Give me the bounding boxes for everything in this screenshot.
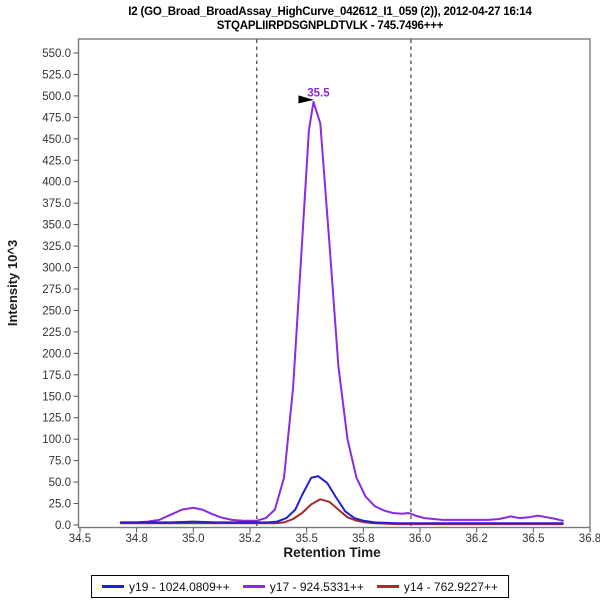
axis-tick-labels: 34.5 34.8 35.0 35.2 35.5 35.8 36.0 36.2 36.5 36.8… xyxy=(42,48,600,545)
y-axis-tick-label: 50.0 xyxy=(49,477,71,489)
x-axis-tick-label: 36.0 xyxy=(409,533,431,545)
peak-retention-time-label[interactable]: 35.5 xyxy=(307,87,330,99)
y-axis-tick-label: 375.0 xyxy=(42,198,71,210)
chart-title-line1: I2 (GO_Broad_BroadAssay_HighCurve_042612… xyxy=(128,6,532,18)
y-axis-tick-label: 100.0 xyxy=(42,434,71,446)
peak-boundary-lines[interactable] xyxy=(256,39,412,528)
legend-line-swatch-y17 xyxy=(242,585,265,588)
y-axis-tick-label: 350.0 xyxy=(42,220,71,232)
y-axis-tick-label: 400.0 xyxy=(42,177,71,189)
y-axis-tick-label: 450.0 xyxy=(42,134,71,146)
legend-line-swatch-y14 xyxy=(376,585,399,588)
chromatogram-curve xyxy=(119,475,564,525)
chart-title: I2 (GO_Broad_BroadAssay_HighCurve_042612… xyxy=(70,5,590,33)
y-axis-tick-label: 550.0 xyxy=(42,48,71,60)
y-axis-tick-label: 175.0 xyxy=(42,370,71,382)
chromatogram-curves xyxy=(119,100,564,526)
y-axis-tick-label: 525.0 xyxy=(42,69,71,81)
x-axis-tick-label: 35.5 xyxy=(295,533,317,545)
y-axis-tick-label: 300.0 xyxy=(42,263,71,275)
y-axis-tick-label: 425.0 xyxy=(42,155,71,167)
y-axis-tick-label: 0.0 xyxy=(55,520,71,532)
legend-line-swatch-y19 xyxy=(102,585,125,588)
x-axis-title: Retention Time xyxy=(283,545,381,560)
legend-label-y17: y17 - 924.5331++ xyxy=(269,579,364,594)
x-axis-tick-label: 36.2 xyxy=(465,533,487,545)
y-axis-tick-label: 325.0 xyxy=(42,241,71,253)
legend: y19 - 1024.0809++ y17 - 924.5331++ y14 -… xyxy=(91,575,509,598)
y-axis-tick-label: 275.0 xyxy=(42,284,71,296)
legend-item-y19: y19 - 1024.0809++ xyxy=(102,580,230,594)
x-axis-tick-label: 36.8 xyxy=(579,533,600,545)
x-axis-tick-label: 36.5 xyxy=(522,533,544,545)
y-axis-tick-label: 225.0 xyxy=(42,327,71,339)
y-axis-title: Intensity 10^3 xyxy=(5,240,20,326)
peak-pointer-icon xyxy=(298,95,314,104)
legend-label-y19: y19 - 1024.0809++ xyxy=(129,579,230,594)
y-axis-tick-label: 25.0 xyxy=(49,499,71,511)
legend-label-y14: y14 - 762.9227++ xyxy=(403,579,498,594)
x-axis-tick-label: 34.5 xyxy=(69,533,91,545)
x-axis-tick-label: 34.8 xyxy=(125,533,147,545)
x-axis-tick-label: 35.8 xyxy=(352,533,374,545)
legend-item-y17: y17 - 924.5331++ xyxy=(242,579,364,594)
chart-title-line2: STQAPLIIRPDSGNPLDTVLK - 745.7496+++ xyxy=(216,20,444,32)
y-axis-tick-label: 75.0 xyxy=(49,456,71,468)
chromatogram-curve xyxy=(119,100,564,524)
y-axis-tick-label: 500.0 xyxy=(42,91,71,103)
x-axis-tick-label: 35.2 xyxy=(239,533,261,545)
y-axis-tick-label: 125.0 xyxy=(42,413,71,425)
y-axis-tick-label: 475.0 xyxy=(42,112,71,124)
plot-frame xyxy=(77,38,591,529)
y-axis-tick-label: 150.0 xyxy=(42,391,71,403)
legend-item-y14: y14 - 762.9227++ xyxy=(376,579,498,594)
y-axis-tick-label: 250.0 xyxy=(42,305,71,317)
chromatogram-curve xyxy=(119,498,564,526)
y-axis-tick-label: 200.0 xyxy=(42,348,71,360)
axis-ticks xyxy=(73,52,591,533)
x-axis-tick-label: 35.0 xyxy=(182,533,204,545)
